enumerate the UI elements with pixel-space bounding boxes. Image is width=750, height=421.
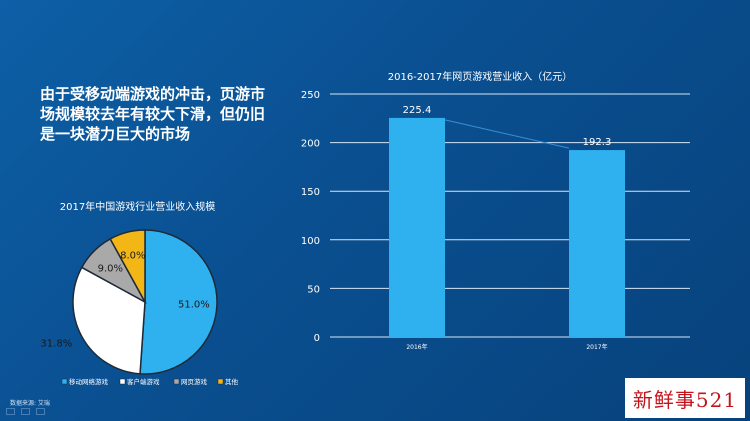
trend-connector-line [444,119,570,149]
source-note: 数据来源: 艾瑞 [10,400,50,407]
bar-value-label-2: 192.3 [583,137,612,148]
legend-label-1: 移动网络游戏 [69,377,109,386]
pie-legend: 移动网络游戏 客户端游戏 网页游戏 其他 [61,377,239,386]
watermark-logo: 新鲜事521 [625,378,745,418]
eraser-icon[interactable] [21,408,30,415]
y-tick-label-50: 50 [307,284,320,295]
legend-swatch-2 [119,378,126,385]
pie-value-label-1: 51.0% [178,300,210,311]
pie-slice-1 [139,229,218,375]
pie-value-label-3: 9.0% [98,263,123,274]
y-tick-label-250: 250 [301,90,320,101]
legend-swatch-4 [217,378,224,385]
pen-icon[interactable] [6,408,15,415]
y-tick-label-100: 100 [301,236,320,247]
watermark-text: 新鲜事521 [632,387,738,412]
grid-icon[interactable] [36,408,45,415]
bar-1 [389,117,445,338]
legend-label-3: 网页游戏 [181,377,208,386]
y-tick-label-0: 0 [314,333,320,344]
pie-slice-2 [72,266,146,375]
bar-chart-title: 2016-2017年网页游戏营业收入（亿元） [387,72,573,83]
bar-value-label-1: 225.4 [403,105,432,116]
slide-headline: 由于受移动端游戏的冲击，页游市场规模较去年有较大下滑，但仍旧是一块潜力巨大的市场 [40,85,266,143]
pie-value-label-2: 31.8% [40,338,72,349]
y-tick-label-150: 150 [301,187,320,198]
pie-value-label-4: 8.0% [120,251,145,262]
x-tick-label-1: 2016年 [406,343,427,351]
bar-chart: 0 50 100 150 200 250 225.4 2016年 192.3 2017年 [301,90,690,351]
y-tick-label-200: 200 [301,139,320,150]
pie-chart: 51.0% 31.8% 9.0%8.0% 移动网络游戏 客户端游戏 网页游戏 其他 [40,229,239,386]
legend-label-2: 客户端游戏 [127,377,160,386]
legend-swatch-3 [173,378,180,385]
x-tick-label-2: 2017年 [586,343,607,351]
slide-edit-toolbar [6,408,45,415]
pie-slice-4 [109,229,146,303]
pie-chart-title: 2017年中国游戏行业营业收入规模 [59,202,216,213]
legend-swatch-1 [61,378,68,385]
bar-2 [569,150,625,337]
legend-label-4: 其他 [225,377,239,386]
